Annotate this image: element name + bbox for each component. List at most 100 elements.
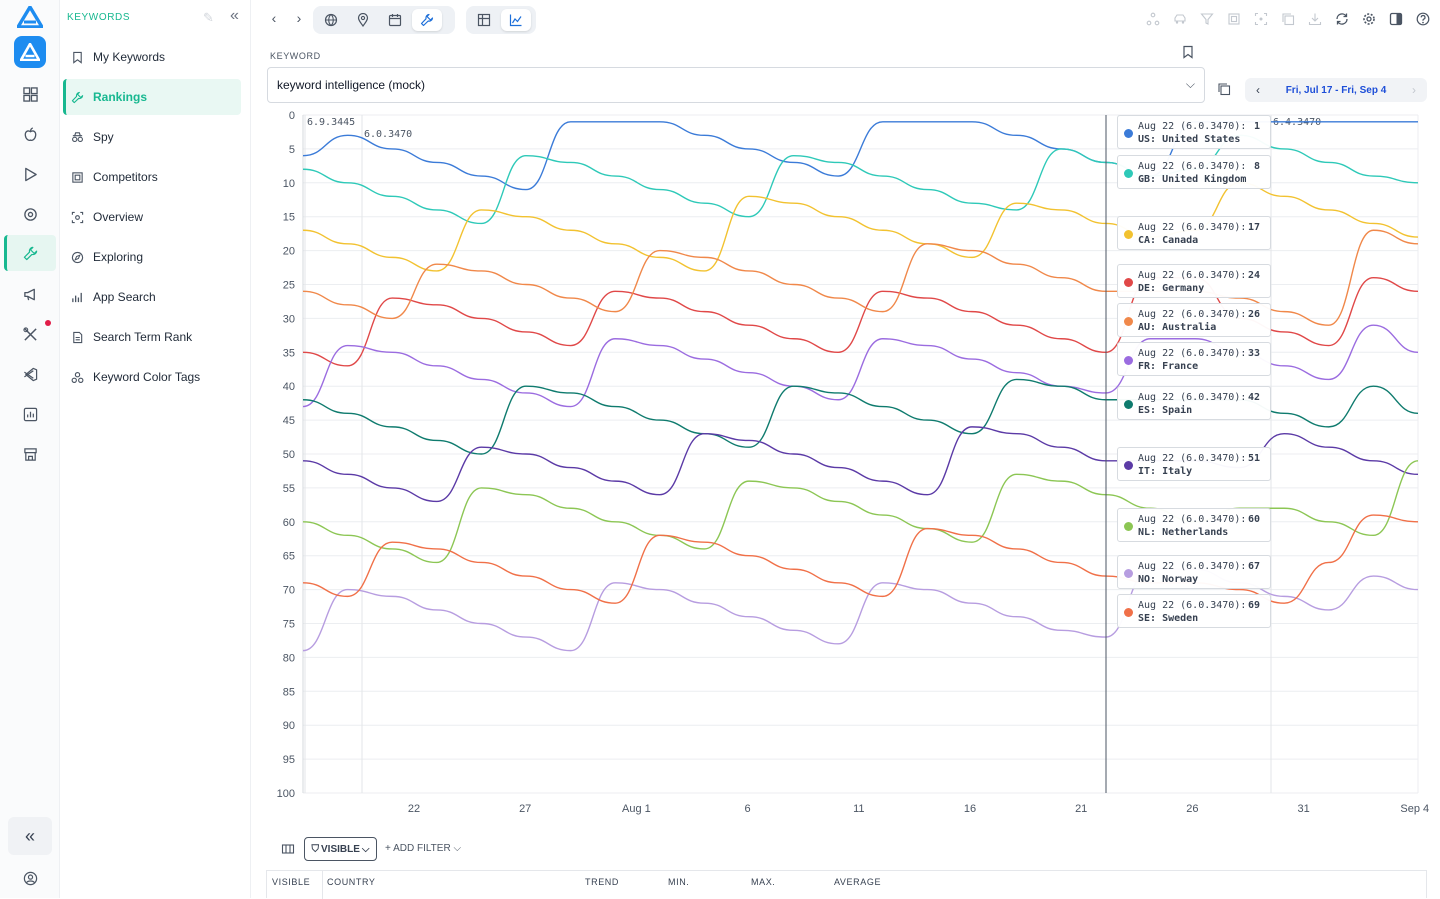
x-tick-label: Aug 1 <box>622 803 651 815</box>
pencil-icon[interactable]: ✎ <box>203 10 214 25</box>
column-header-country[interactable]: COUNTRY <box>327 877 376 887</box>
hover-tooltip: Aug 22 (6.0.3470): 67 NO: Norway <box>1117 555 1271 590</box>
table-view-icon[interactable] <box>469 9 499 31</box>
sidebar-item-exploring[interactable]: Exploring <box>63 239 241 275</box>
column-header-visible[interactable]: VISIBLE <box>272 877 311 887</box>
date-range-picker[interactable]: ‹ Fri, Jul 17 - Fri, Sep 4 › <box>1245 78 1427 102</box>
column-header-min[interactable]: MIN. <box>668 877 690 887</box>
date-range-label: Fri, Jul 17 - Fri, Sep 4 <box>1285 84 1387 96</box>
x-tick-label: 27 <box>519 803 531 815</box>
brand-logo-icon[interactable] <box>16 5 44 29</box>
sidebar-item-label: Overview <box>93 210 144 224</box>
wrench-tool-icon[interactable] <box>412 9 442 31</box>
tooltip-date: Aug 22 (6.0.3470): <box>1138 161 1247 173</box>
tooltip-country: ES: Spain <box>1138 404 1193 416</box>
series-color-dot <box>1124 129 1133 138</box>
columns-icon[interactable] <box>281 842 295 861</box>
series-color-dot <box>1124 460 1133 470</box>
rankings-chart[interactable]: 0 5 10 15 20 25 30 35 40 45 50 55 60 65 70 75 80 85 90 95 10… <box>251 105 1440 820</box>
panel-toggle-icon[interactable] <box>1388 11 1403 26</box>
collapse-sidebar-icon[interactable]: « <box>230 7 239 24</box>
filter-icon[interactable] <box>1199 11 1214 26</box>
scan-icon[interactable] <box>1253 11 1268 26</box>
keyword-select[interactable]: keyword intelligence (mock) ⌵ <box>267 67 1205 103</box>
car-icon[interactable] <box>1172 11 1187 26</box>
dashboard-icon[interactable] <box>20 84 40 104</box>
frame-icon[interactable] <box>1226 11 1241 26</box>
hierarchy-icon[interactable] <box>1145 11 1160 26</box>
double-chevron-left-icon: « <box>24 825 35 846</box>
main-panel: ‹ › KEYWORD keyword intelligenc <box>251 0 1440 899</box>
bookmark-keyword-icon[interactable] <box>1181 45 1195 64</box>
x-tick-label: 6 <box>745 803 751 815</box>
copy-icon[interactable] <box>1280 11 1295 26</box>
sidebar-item-label: Keyword Color Tags <box>93 370 201 384</box>
wrench-icon <box>71 90 85 104</box>
app-rail: « <box>0 0 60 898</box>
target-icon[interactable] <box>20 204 40 224</box>
settings-gear-icon[interactable] <box>1361 11 1376 26</box>
forward-arrow-icon[interactable]: › <box>296 10 302 26</box>
collapse-rail-button[interactable]: « <box>8 817 52 855</box>
column-header-max[interactable]: MAX. <box>751 877 776 887</box>
hover-tooltip: Aug 22 (6.0.3470): 17 CA: Canada <box>1117 216 1271 251</box>
sidebar-item-spy[interactable]: Spy <box>63 119 241 155</box>
tooltip-date: Aug 22 (6.0.3470): <box>1138 269 1247 281</box>
bar-chart-icon <box>71 290 85 304</box>
sidebar-item-app-search[interactable]: App Search <box>63 279 241 315</box>
copy-keyword-icon[interactable] <box>1217 82 1231 101</box>
series-color-dot <box>1124 608 1133 618</box>
sidebar-item-label: Spy <box>93 130 114 144</box>
help-icon[interactable] <box>1415 11 1430 26</box>
keywords-wrench-icon[interactable] <box>20 243 40 263</box>
download-icon[interactable] <box>1307 11 1322 26</box>
y-tick-label: 60 <box>283 517 295 529</box>
sidebar-item-overview[interactable]: Overview <box>63 199 241 235</box>
sidebar-item-competitors[interactable]: Competitors <box>63 159 241 195</box>
chevron-right-icon[interactable]: › <box>1412 83 1416 97</box>
column-header-trend[interactable]: TREND <box>585 877 619 887</box>
visual-studio-icon[interactable] <box>20 364 40 384</box>
visible-filter-button[interactable]: ⛉ VISIBLE ⌵ <box>304 837 377 861</box>
table-header: VISIBLE COUNTRY TREND MIN. MAX. AVERAGE <box>266 870 1427 899</box>
calendar-icon[interactable] <box>380 9 410 31</box>
store-icon[interactable] <box>20 444 40 464</box>
tooltip-date: Aug 22 (6.0.3470): <box>1138 561 1247 573</box>
visible-filter-label: VISIBLE <box>321 843 360 855</box>
right-toolbar <box>1145 11 1430 26</box>
add-filter-button[interactable]: + ADD FILTER ⌵ <box>385 843 461 854</box>
filter-funnel-icon: ⛉ <box>311 843 320 855</box>
reports-icon[interactable] <box>20 404 40 424</box>
y-tick-label: 55 <box>283 483 295 495</box>
account-icon[interactable] <box>20 868 40 888</box>
display-mode-group <box>466 6 536 34</box>
series-color-dot <box>1124 569 1133 579</box>
column-header-average[interactable]: AVERAGE <box>834 877 882 887</box>
y-tick-label: 20 <box>283 246 295 258</box>
location-pin-icon[interactable] <box>348 9 378 31</box>
apple-icon[interactable] <box>20 124 40 144</box>
tooltip-date: Aug 22 (6.0.3470): <box>1138 121 1247 132</box>
app-switcher-button[interactable] <box>14 36 46 68</box>
play-store-icon[interactable] <box>20 164 40 184</box>
series-color-dot <box>1124 169 1133 179</box>
y-tick-label: 5 <box>289 144 295 156</box>
x-tick-label: 21 <box>1075 803 1087 815</box>
bookmark-icon <box>71 50 85 64</box>
sidebar-item-my-keywords[interactable]: My Keywords <box>63 39 241 75</box>
tooltip-country: NL: Netherlands <box>1138 526 1229 538</box>
refresh-icon[interactable] <box>1334 11 1349 26</box>
chart-view-icon[interactable] <box>501 9 531 31</box>
tooltip-date: Aug 22 (6.0.3470): <box>1138 308 1247 320</box>
version-annotation: 6.4.3470 <box>1273 117 1321 128</box>
y-tick-label: 100 <box>277 788 295 800</box>
sidebar-item-search-term-rank[interactable]: Search Term Rank <box>63 319 241 355</box>
tooltip-date: Aug 22 (6.0.3470): <box>1138 452 1247 464</box>
sidebar-item-keyword-color-tags[interactable]: Keyword Color Tags <box>63 359 241 395</box>
globe-icon[interactable] <box>316 9 346 31</box>
back-arrow-icon[interactable]: ‹ <box>271 10 277 26</box>
sidebar-item-rankings[interactable]: Rankings <box>63 79 241 115</box>
tools-icon[interactable] <box>20 324 40 344</box>
chevron-left-icon[interactable]: ‹ <box>1256 83 1260 97</box>
megaphone-icon[interactable] <box>20 284 40 304</box>
